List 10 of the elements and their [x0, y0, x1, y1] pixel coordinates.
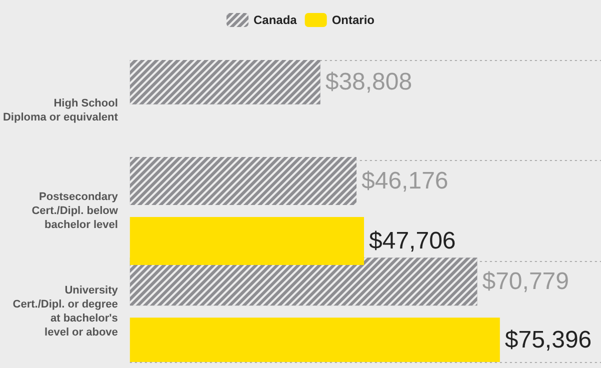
y-tick-label: High School Diploma or equivalent	[2, 97, 118, 124]
data-label: $46,176	[362, 168, 448, 194]
data-label: $47,706	[369, 228, 456, 254]
y-tick-label: Postsecondary Cert./Dipl. below bachelor level	[32, 191, 119, 231]
legend-label: Ontario	[332, 13, 375, 27]
y-tick-label: University Cert./Dipl. or degree at bachelor's level or above	[12, 284, 119, 339]
data-label: $75,396	[504, 326, 592, 354]
data-label: $70,779	[482, 268, 569, 296]
data-label: $38,808	[325, 68, 412, 96]
legend-label: Canada	[253, 13, 298, 27]
